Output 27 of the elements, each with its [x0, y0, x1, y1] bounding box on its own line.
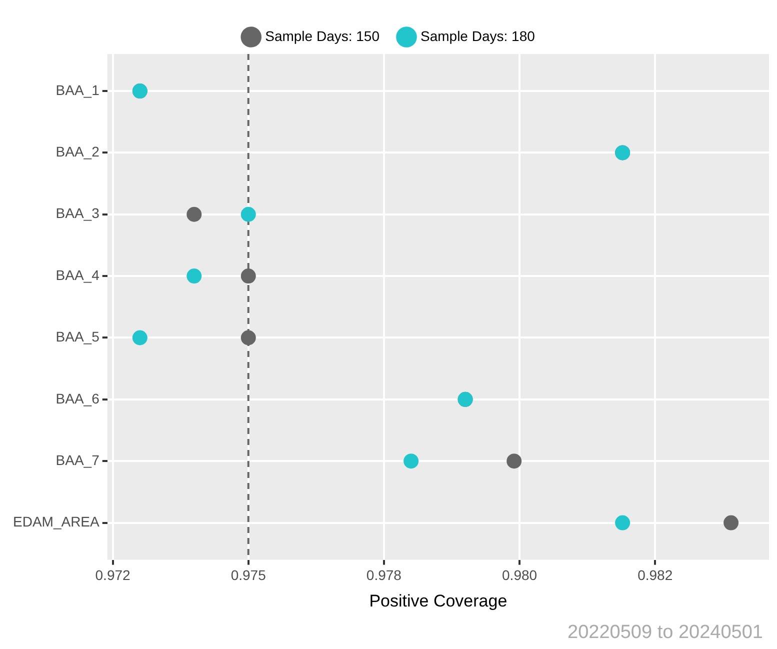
point: [186, 206, 202, 222]
x-tick-label: 0.978: [366, 567, 402, 584]
point: [404, 454, 419, 469]
point: [240, 330, 256, 346]
x-tick-label: 0.982: [638, 567, 673, 584]
y-tick-label: BAA_6: [56, 390, 100, 406]
y-tick-label: BAA_5: [56, 328, 100, 345]
legend-label: Sample Days: 180: [420, 28, 536, 44]
x-tick-label: 0.975: [230, 567, 266, 584]
x-tick-label: 0.980: [502, 567, 538, 584]
point: [240, 268, 256, 284]
y-tick-label: BAA_3: [56, 205, 100, 222]
x-axis-title: Positive Coverage: [369, 591, 508, 610]
y-tick-label: BAA_1: [56, 82, 100, 98]
point: [132, 330, 148, 346]
point: [615, 515, 630, 530]
y-tick-label: BAA_4: [56, 266, 100, 283]
point: [186, 268, 202, 284]
y-tick-label: BAA_7: [56, 452, 100, 468]
y-tick-label: EDAM_AREA: [13, 514, 100, 530]
point: [240, 206, 256, 222]
text: 20220509 to 20240501: [568, 622, 763, 644]
x-tick-label: 0.972: [95, 567, 131, 584]
legend-label: Sample Days: 150: [265, 28, 380, 44]
y-tick-label: BAA_2: [56, 144, 100, 160]
point: [724, 515, 739, 530]
point: [506, 454, 522, 469]
